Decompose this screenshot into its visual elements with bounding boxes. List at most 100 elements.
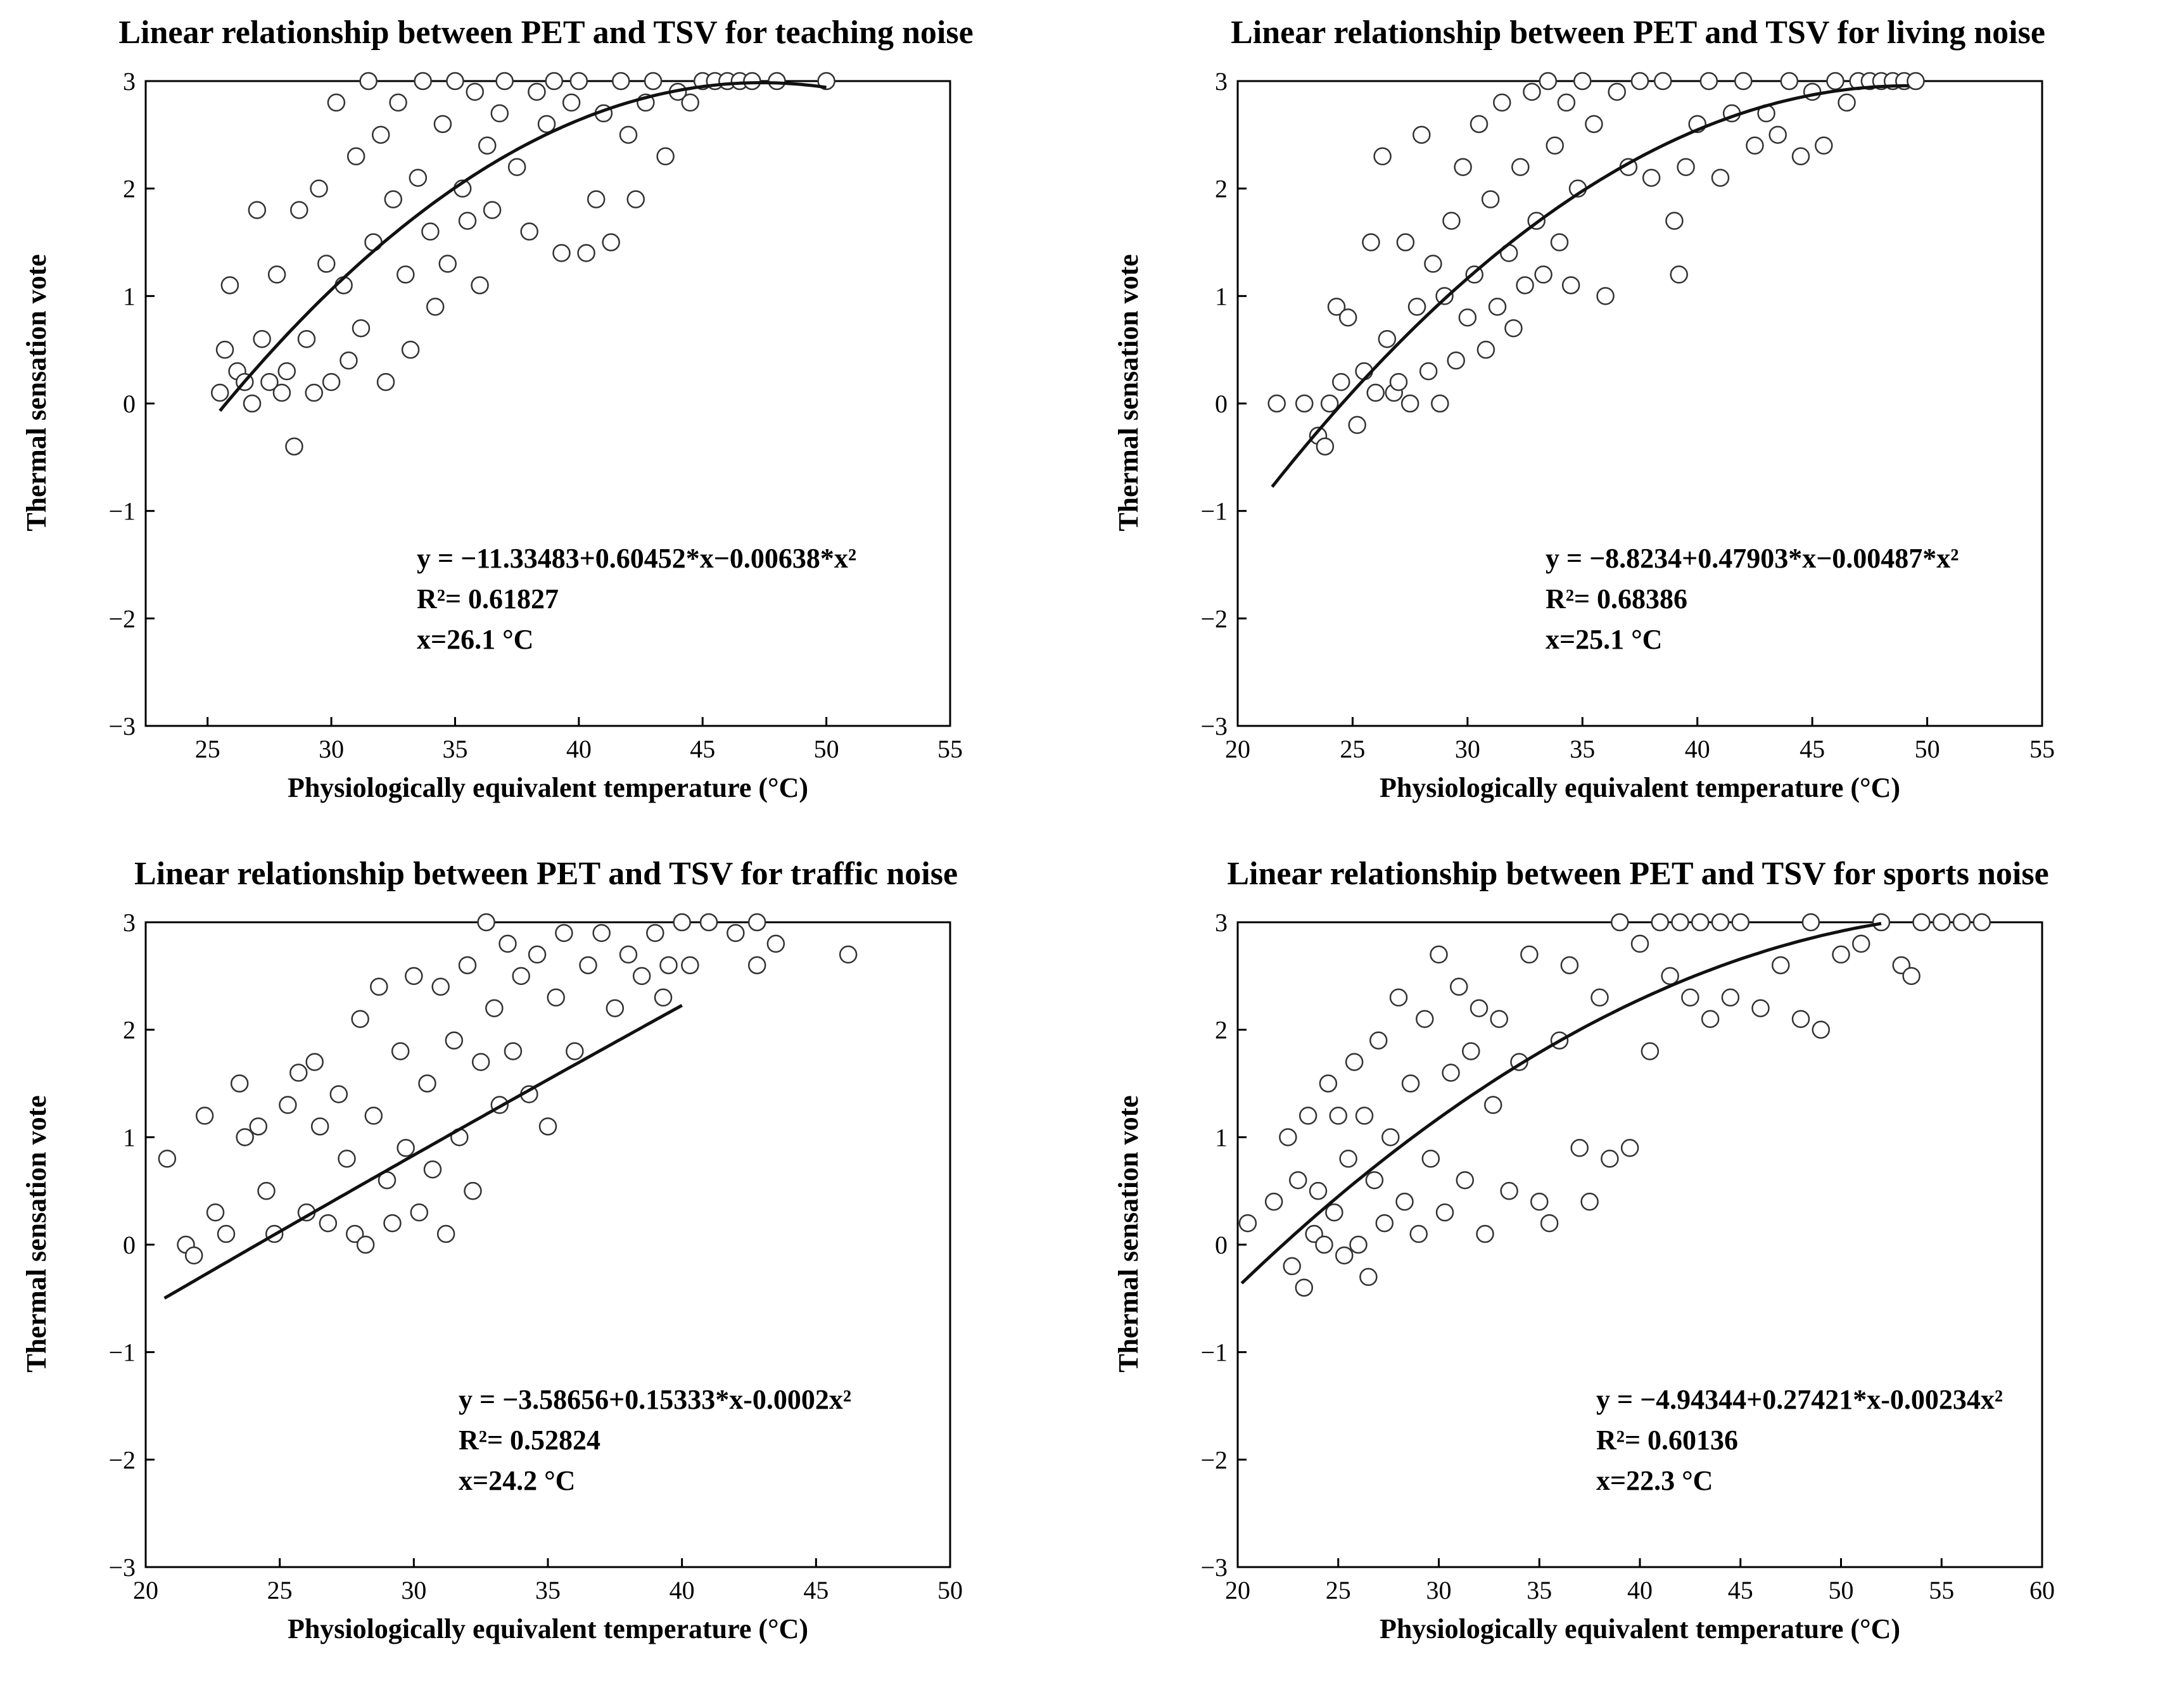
data-point (1677, 158, 1695, 176)
data-point (376, 372, 395, 391)
y-tick-label: 1 (123, 282, 136, 310)
data-point (1339, 1150, 1357, 1168)
data-point (1665, 212, 1684, 230)
data-point (566, 1042, 584, 1060)
data-point (195, 1107, 214, 1125)
data-point (1476, 340, 1495, 359)
data-point (1546, 136, 1564, 155)
scatter-plot: 25 30 35 40 45 50 55 3 2 1 0 −1 −2 −3 (108, 67, 963, 763)
data-point (537, 115, 556, 134)
data-point (644, 72, 663, 91)
fit-equation: y = −3.58656+0.15333*x-0.0002x² (459, 1384, 852, 1415)
data-point (267, 265, 286, 284)
x-tick-label: 50 (814, 735, 839, 763)
data-point (1768, 125, 1787, 144)
data-point (305, 383, 323, 402)
data-point (1295, 394, 1314, 413)
data-point (345, 1224, 364, 1243)
data-point (471, 1053, 490, 1071)
x-tick-label: 40 (566, 735, 592, 763)
data-point (1400, 394, 1419, 413)
data-point (1671, 913, 1689, 932)
data-point (297, 329, 316, 348)
data-point (384, 190, 403, 208)
data-point (260, 372, 279, 391)
data-point (1458, 308, 1477, 327)
data-point (1335, 1246, 1354, 1265)
data-point (839, 945, 858, 964)
data-point (1912, 913, 1931, 932)
neutral-temperature: x=25.1 °C (1546, 624, 1663, 655)
data-point (1557, 93, 1576, 112)
data-point (289, 1064, 308, 1082)
data-point (681, 956, 699, 975)
data-point (1801, 913, 1820, 932)
data-point (1699, 72, 1718, 91)
neutral-temperature: x=22.3 °C (1596, 1465, 1713, 1496)
data-point (646, 924, 664, 943)
data-point (1279, 1128, 1297, 1146)
data-point (1620, 1139, 1639, 1157)
data-point (464, 1181, 482, 1200)
data-point (1780, 72, 1799, 91)
data-point (1516, 276, 1534, 295)
y-tick-label: −1 (108, 497, 136, 526)
data-point (322, 372, 341, 391)
x-tick-label: 45 (1728, 1576, 1753, 1604)
x-tick-label: 25 (267, 1576, 293, 1604)
data-point (1539, 72, 1558, 91)
data-point (1298, 1107, 1317, 1125)
data-point (1447, 351, 1465, 370)
data-point (1711, 913, 1730, 932)
data-point (520, 222, 538, 241)
y-tick-label: 0 (1215, 1231, 1228, 1259)
data-point (1454, 158, 1472, 176)
data-point (1511, 158, 1530, 176)
data-point (370, 977, 388, 996)
data-point (1481, 190, 1500, 208)
data-point (364, 1107, 383, 1125)
data-point (498, 934, 517, 953)
data-point (1483, 1096, 1502, 1114)
data-point (1369, 1031, 1388, 1050)
data-point (1338, 308, 1357, 327)
y-tick-label: 0 (123, 390, 136, 418)
data-point (410, 1203, 429, 1222)
data-point (458, 212, 477, 230)
chart-panel-sports: Linear relationship between PET and TSV … (1092, 841, 2184, 1682)
fit-r-squared: R²= 0.52824 (459, 1425, 601, 1456)
data-point (747, 956, 766, 975)
data-point (1329, 1107, 1347, 1125)
x-tick-label: 50 (1915, 735, 1940, 763)
data-point (1952, 913, 1971, 932)
neutral-temperature: x=24.2 °C (459, 1465, 576, 1496)
y-tick-label: 3 (1215, 908, 1228, 937)
data-point (1283, 1257, 1301, 1276)
data-point (1654, 72, 1672, 91)
y-tick-label: −1 (1200, 497, 1228, 526)
data-point (436, 1224, 455, 1243)
data-point (592, 924, 611, 943)
data-point (1711, 168, 1730, 187)
y-tick-label: −1 (108, 1338, 136, 1367)
data-point (1540, 1214, 1559, 1233)
data-point (1832, 945, 1850, 964)
data-point (397, 265, 415, 284)
data-point (1701, 1010, 1720, 1028)
data-point (1530, 1192, 1549, 1211)
data-point (236, 1128, 254, 1146)
data-point (401, 340, 420, 359)
chart-panel-living: Linear relationship between PET and TSV … (1092, 0, 2184, 841)
data-point (1442, 212, 1461, 230)
data-point (340, 351, 358, 370)
data-point (230, 1074, 249, 1093)
data-point (458, 956, 477, 975)
data-point (1373, 147, 1392, 166)
data-point (507, 158, 526, 176)
data-point (1642, 168, 1661, 187)
x-tick-label: 50 (1829, 1576, 1854, 1604)
data-point (1907, 72, 1925, 91)
x-tick-label: 40 (670, 1576, 695, 1604)
y-tick-label: −2 (1200, 1445, 1228, 1474)
scatter-plot: 20 25 30 35 40 45 50 55 60 3 2 1 0 −1 −2 −3 (1200, 908, 2055, 1604)
